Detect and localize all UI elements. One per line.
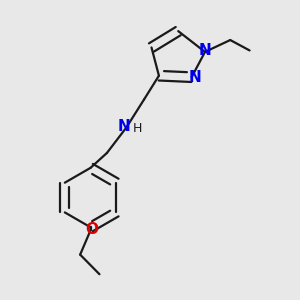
Text: H: H	[133, 122, 142, 135]
Text: N: N	[199, 43, 212, 58]
Text: N: N	[118, 119, 130, 134]
Text: N: N	[188, 70, 201, 85]
Text: O: O	[85, 222, 98, 237]
